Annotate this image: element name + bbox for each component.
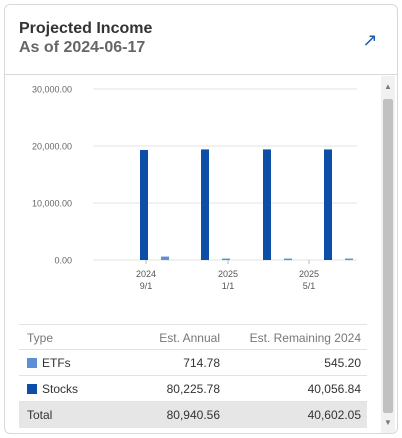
projected-income-card: Projected Income As of 2024-06-17 ↗ 0.00… <box>4 4 398 434</box>
bar-stocks <box>263 149 271 260</box>
table-header-row: Type Est. Annual Est. Remaining 2024 <box>19 324 367 350</box>
card-header: Projected Income As of 2024-06-17 ↗ <box>5 5 397 75</box>
header-remaining: Est. Remaining 2024 <box>249 331 361 345</box>
projected-income-chart: 0.00 10,000.00 20,000.00 30,000.00 2024 9/1 20… <box>32 85 357 291</box>
row-annual: 714.78 <box>183 356 220 370</box>
scroll-down-icon[interactable]: ▼ <box>384 418 392 427</box>
card-subtitle: As of 2024-06-17 <box>19 39 146 56</box>
bar-etfs <box>284 258 292 261</box>
row-type: ETFs <box>27 350 71 376</box>
table-row-stocks: Stocks 80,225.78 40,056.84 <box>19 376 367 402</box>
x-tick-date: 1/1 <box>222 281 235 291</box>
total-annual: 80,940.56 <box>166 408 220 422</box>
bar-stocks <box>140 149 148 260</box>
x-tick-year: 2025 <box>299 269 319 279</box>
x-tick-date: 5/1 <box>303 281 316 291</box>
y-tick-label: 0.00 <box>54 256 72 266</box>
etfs-swatch <box>27 358 37 368</box>
bar-etfs <box>161 256 169 260</box>
header-annual: Est. Annual <box>159 331 220 345</box>
y-tick-label: 10,000.00 <box>32 199 72 209</box>
row-type: Stocks <box>27 376 78 402</box>
x-tick-year: 2024 <box>136 269 156 279</box>
header-type: Type <box>27 331 54 345</box>
y-tick-label: 20,000.00 <box>32 142 72 152</box>
vertical-scrollbar[interactable]: ▲ ▼ <box>381 76 395 433</box>
arrow-up-right-icon[interactable]: ↗ <box>362 30 378 50</box>
x-tick-year: 2025 <box>218 269 238 279</box>
row-type-label: ETFs <box>42 356 71 370</box>
bar-stocks <box>324 149 332 260</box>
table-row-etfs: ETFs 714.78 545.20 <box>19 350 367 376</box>
row-remaining: 545.20 <box>324 356 361 370</box>
scroll-thumb[interactable] <box>383 99 393 413</box>
table-total-row: Total 80,940.56 40,602.05 <box>19 402 367 428</box>
bar-stocks <box>201 149 209 260</box>
income-table: Type Est. Annual Est. Remaining 2024 ETF… <box>19 324 367 428</box>
total-label: Total <box>27 408 53 422</box>
row-remaining: 40,056.84 <box>307 382 361 396</box>
row-type-label: Stocks <box>42 382 79 396</box>
total-remaining: 40,602.05 <box>307 408 361 422</box>
card-body: 0.00 10,000.00 20,000.00 30,000.00 2024 9/1 20… <box>5 76 397 433</box>
row-annual: 80,225.78 <box>166 382 220 396</box>
scroll-up-icon[interactable]: ▲ <box>384 82 392 91</box>
bar-etfs <box>222 258 230 261</box>
card-title: Projected Income <box>19 20 153 37</box>
stocks-swatch <box>27 384 37 394</box>
x-tick-date: 9/1 <box>140 281 153 291</box>
y-tick-label: 30,000.00 <box>32 85 72 95</box>
bar-etfs <box>345 258 353 261</box>
